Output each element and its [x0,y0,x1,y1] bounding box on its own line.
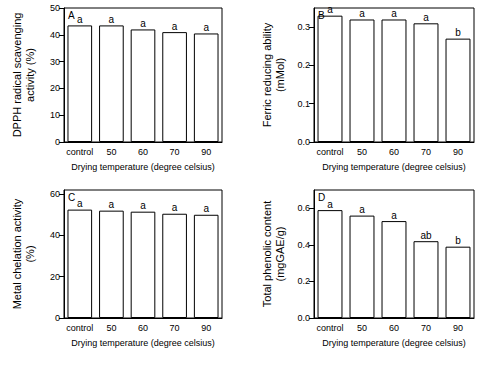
svg-text:Metal chelation activity: Metal chelation activity [11,198,23,309]
svg-text:0.1: 0.1 [297,99,310,109]
svg-text:0.0: 0.0 [297,137,310,147]
svg-text:(mgGAE/g): (mgGAE/g) [274,226,286,281]
svg-text:(mMol): (mMol) [274,58,286,92]
svg-text:40: 40 [50,30,60,40]
svg-text:50: 50 [106,147,116,157]
svg-text:0.3: 0.3 [297,22,310,32]
svg-text:DPPH radical scavenging: DPPH radical scavenging [11,13,23,138]
svg-text:70: 70 [170,323,180,333]
svg-text:control: control [316,323,343,333]
svg-text:a: a [140,200,146,211]
svg-text:a: a [109,199,115,210]
svg-text:10: 10 [50,110,60,120]
svg-text:B: B [318,10,325,21]
svg-text:a: a [203,22,209,33]
svg-text:30: 30 [50,57,60,67]
svg-text:70: 70 [170,147,180,157]
svg-text:a: a [391,210,397,221]
svg-text:0.6: 0.6 [297,203,310,213]
svg-text:60: 60 [389,147,399,157]
svg-text:90: 90 [201,147,211,157]
svg-text:90: 90 [201,323,211,333]
svg-text:Drying temperature (degree cel: Drying temperature (degree celsius) [322,162,466,172]
svg-text:0: 0 [55,313,60,323]
svg-text:a: a [359,204,365,215]
svg-text:0.2: 0.2 [297,60,310,70]
svg-text:0: 0 [55,137,60,147]
svg-text:Total phenolic content: Total phenolic content [261,201,273,307]
svg-text:0.2: 0.2 [297,276,310,286]
svg-text:Ferric reducing ability: Ferric reducing ability [261,22,273,127]
svg-text:Drying temperature (degree cel: Drying temperature (degree celsius) [71,162,215,172]
svg-text:control: control [66,323,93,333]
svg-text:a: a [327,4,333,15]
svg-text:60: 60 [50,189,60,199]
svg-text:90: 90 [453,147,463,157]
svg-text:20: 20 [50,83,60,93]
svg-text:40: 40 [50,230,60,240]
svg-text:20: 20 [50,272,60,282]
svg-text:A: A [68,10,75,21]
svg-text:60: 60 [138,323,148,333]
svg-text:a: a [109,14,115,25]
svg-text:70: 70 [421,147,431,157]
svg-text:a: a [77,14,83,25]
svg-text:a: a [359,8,365,19]
svg-text:60: 60 [389,323,399,333]
svg-text:50: 50 [357,323,367,333]
svg-text:0.4: 0.4 [297,240,310,250]
svg-text:0.0: 0.0 [297,313,310,323]
svg-text:Drying temperature (degree cel: Drying temperature (degree celsius) [71,338,215,348]
svg-text:control: control [66,147,93,157]
svg-text:b: b [455,235,461,246]
svg-text:a: a [172,202,178,213]
svg-text:D: D [318,192,325,203]
svg-text:50: 50 [50,3,60,13]
svg-text:a: a [203,203,209,214]
svg-text:control: control [316,147,343,157]
svg-text:activity (%): activity (%) [24,48,36,102]
svg-text:60: 60 [138,147,148,157]
svg-text:50: 50 [106,323,116,333]
svg-text:a: a [423,12,429,23]
svg-text:C: C [68,192,75,203]
svg-text:ab: ab [420,230,432,241]
svg-text:a: a [172,21,178,32]
svg-text:a: a [391,8,397,19]
svg-text:a: a [327,199,333,210]
svg-text:50: 50 [357,147,367,157]
svg-text:a: a [140,18,146,29]
svg-text:Drying temperature (degree cel: Drying temperature (degree celsius) [322,338,466,348]
svg-text:(%): (%) [24,245,36,262]
svg-text:70: 70 [421,323,431,333]
svg-text:90: 90 [453,323,463,333]
svg-text:a: a [77,198,83,209]
svg-text:b: b [455,27,461,38]
